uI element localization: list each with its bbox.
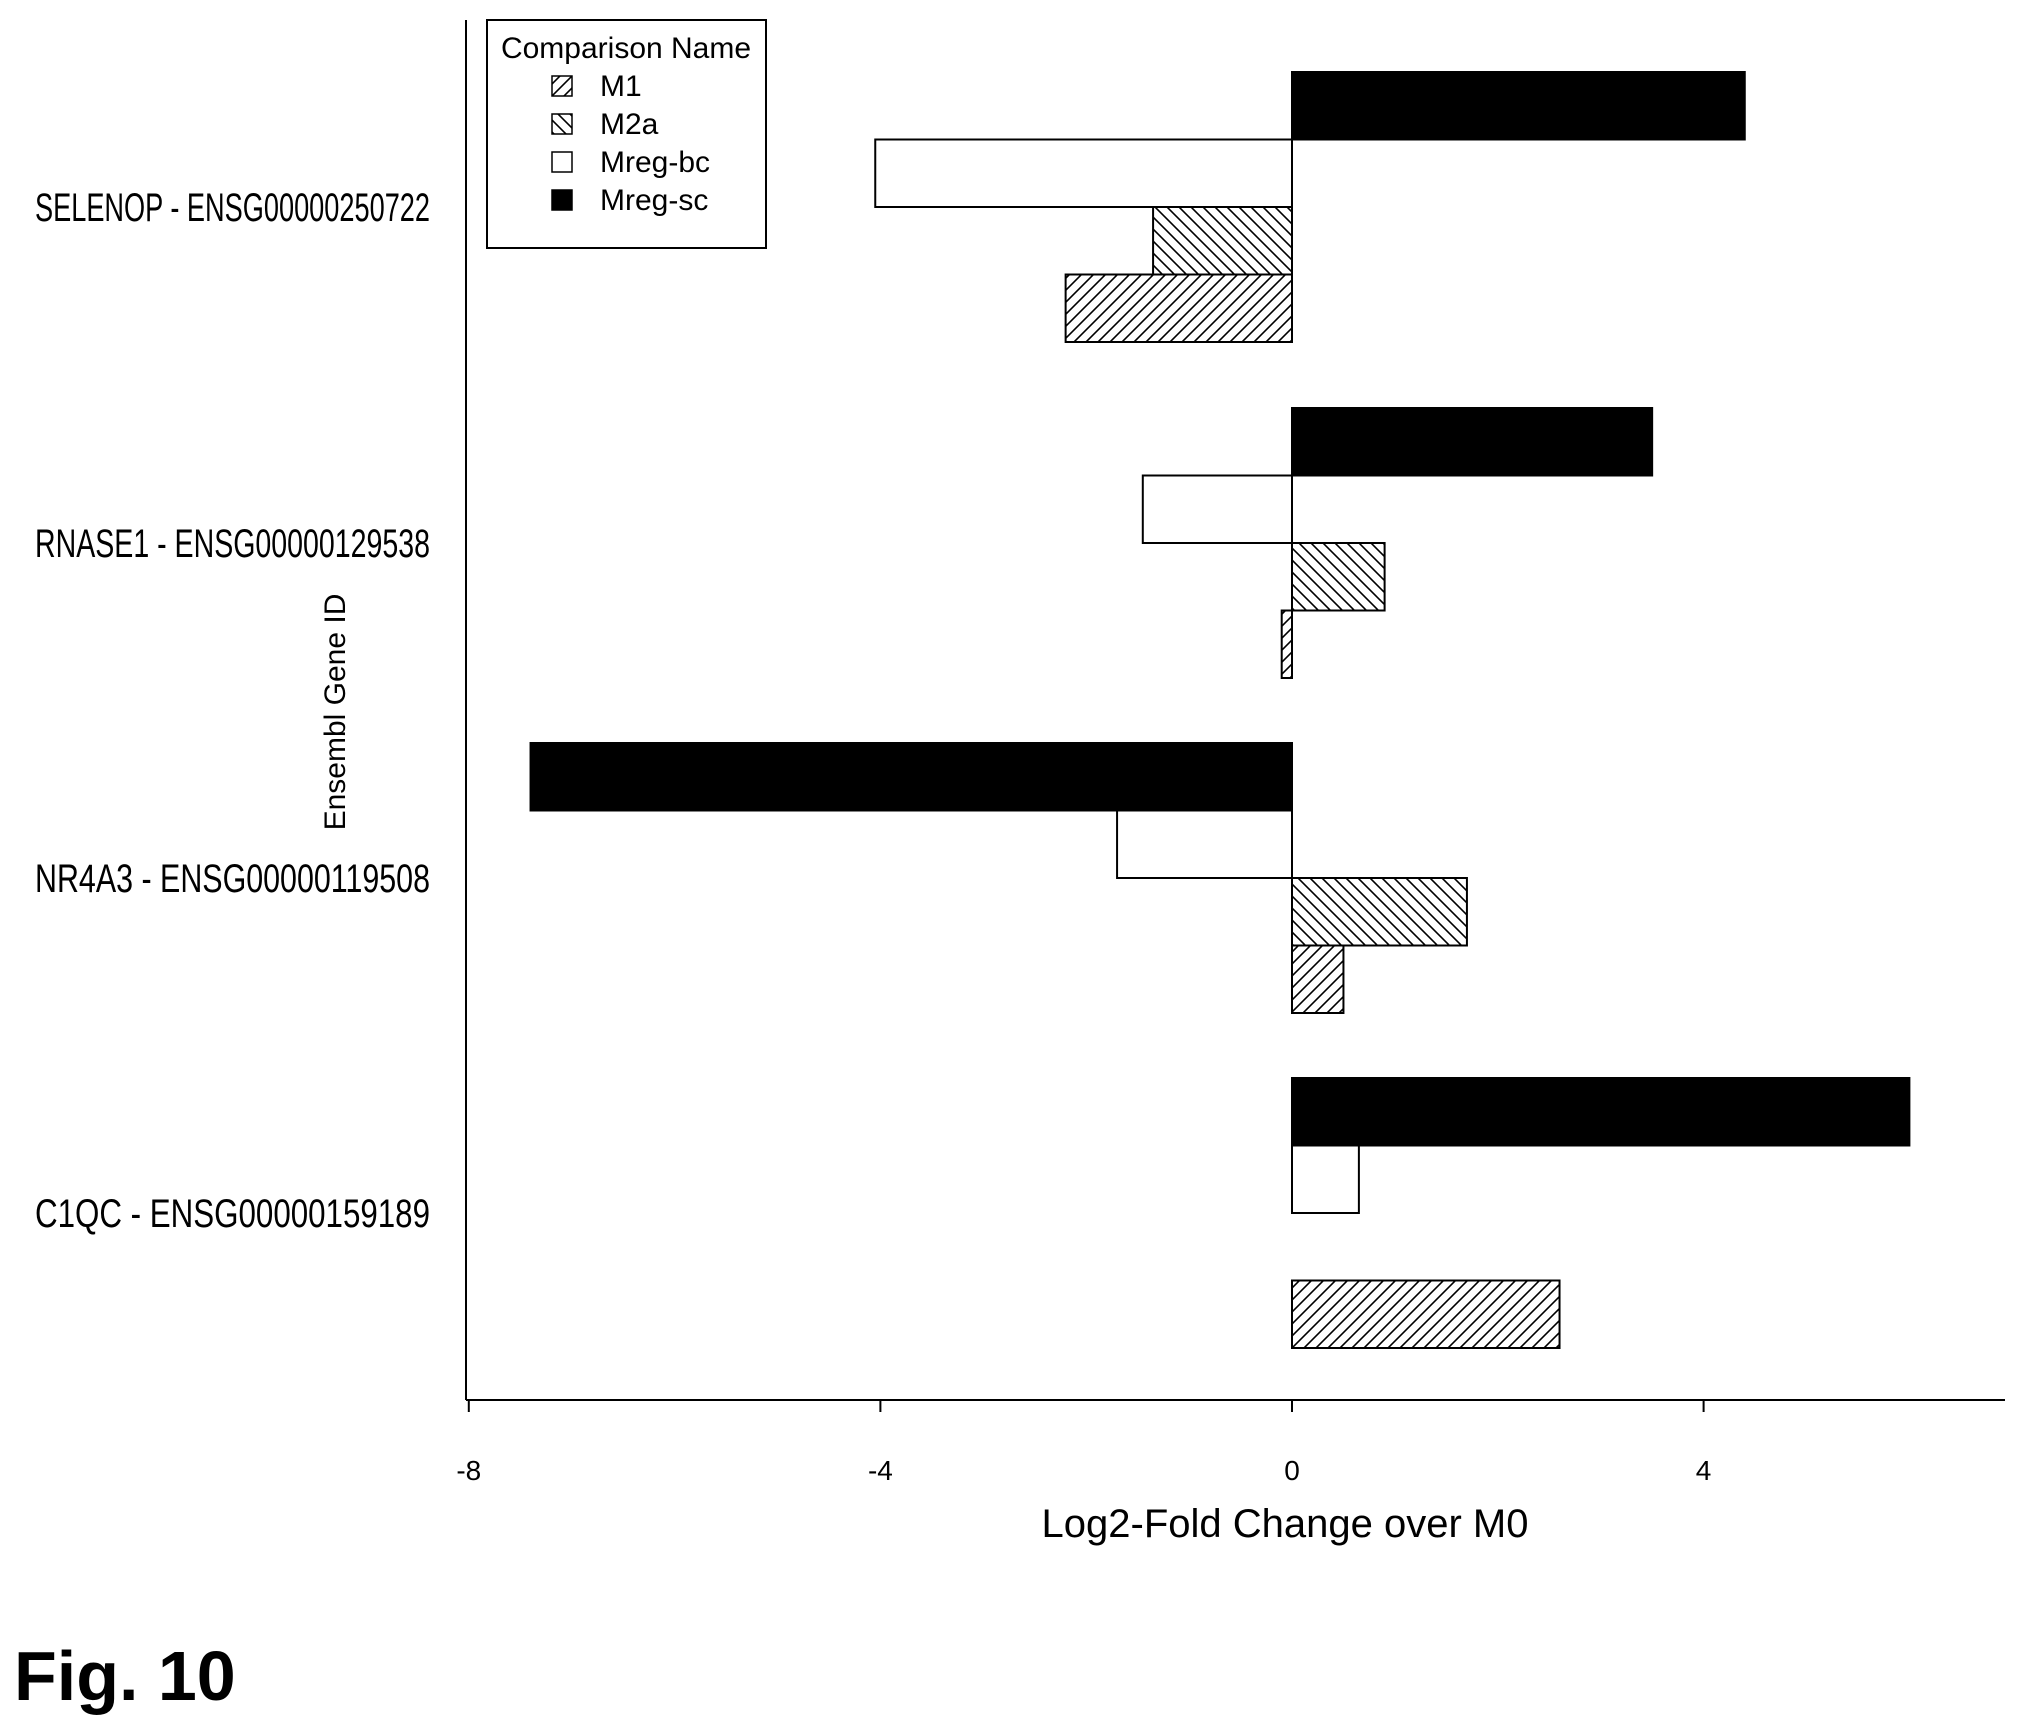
legend-label-m1: M1 (600, 70, 642, 103)
bar-mreg-bc-2 (1141, 474, 1294, 544)
bar-mreg-bc-3 (1116, 809, 1293, 879)
y-axis-title: Ensembl Gene ID (319, 594, 352, 831)
category-label: C1QC - ENSG00000159189 (35, 1192, 430, 1236)
bars (529, 71, 1911, 1349)
bar-m2a-1 (1152, 206, 1293, 276)
legend-swatch-m2a (551, 113, 573, 135)
bar-m2a-3 (1291, 877, 1468, 947)
bar-mreg-sc-1 (1291, 71, 1746, 141)
category-labels: SELENOP - ENSG00000250722 RNASE1 - ENSG00… (35, 186, 430, 1236)
legend-label-mreg-bc: Mreg-bc (600, 146, 710, 179)
axes (465, 20, 2005, 1401)
bar-m1-3 (1291, 944, 1345, 1014)
bar-mreg-sc-3 (529, 742, 1293, 812)
figure-label: Fig. 10 (14, 1637, 236, 1715)
legend-swatch-mreg-bc (551, 151, 573, 173)
x-tick-label: 0 (1284, 1455, 1300, 1486)
bar-m1-2 (1280, 609, 1293, 679)
bar-mreg-bc-1 (874, 138, 1293, 208)
category-label: NR4A3 - ENSG00000119508 (35, 857, 430, 901)
category-label: SELENOP - ENSG00000250722 (35, 186, 430, 230)
x-tick-label: -4 (868, 1455, 893, 1486)
legend: Comparison Name M1 M2a Mreg-bc Mreg-sc (486, 19, 767, 249)
legend-label-mreg-sc: Mreg-sc (600, 184, 708, 217)
legend-swatch-mreg-sc (551, 189, 573, 211)
legend-box (486, 19, 767, 249)
legend-label-m2a: M2a (600, 108, 659, 141)
category-label: RNASE1 - ENSG00000129538 (35, 522, 430, 566)
x-tick-label: -8 (456, 1455, 481, 1486)
legend-swatch-m1 (551, 75, 573, 97)
x-tick-label: 4 (1696, 1455, 1712, 1486)
legend-title: Comparison Name (501, 32, 751, 65)
bar-m1-1 (1064, 273, 1293, 343)
bar-mreg-bc-4 (1291, 1144, 1360, 1214)
bar-mreg-sc-2 (1291, 407, 1654, 477)
bar-mreg-sc-4 (1291, 1077, 1911, 1147)
bar-m2a-2 (1291, 542, 1386, 612)
bar-m1-4 (1291, 1279, 1561, 1349)
x-ticks: -8 -4 0 4 (456, 1400, 1711, 1486)
x-axis-title: Log2-Fold Change over M0 (1042, 1502, 1529, 1546)
